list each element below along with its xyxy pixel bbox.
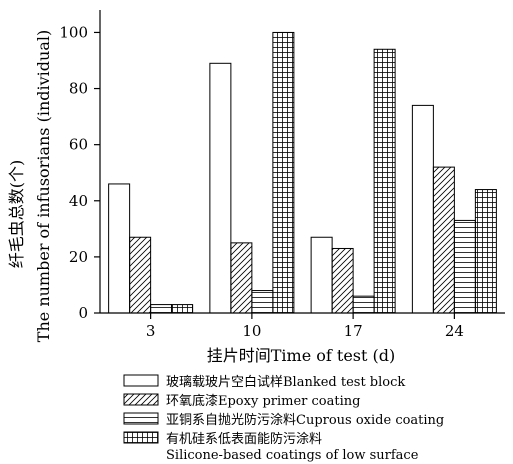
bar: [171, 304, 194, 314]
bar: [129, 236, 152, 314]
y-tick-label: 0: [78, 304, 88, 322]
y-axis-title-english: The number of infusorians (individual): [34, 30, 53, 342]
y-tick-label: 100: [59, 23, 88, 41]
legend-label: 有机硅系低表面能防污涂料: [166, 431, 322, 447]
y-tick-label: 80: [69, 80, 88, 98]
bar: [432, 166, 455, 314]
x-tick-label: 10: [242, 322, 261, 340]
legend-label: 环氧底漆Epoxy primer coating: [166, 393, 360, 409]
bar: [373, 48, 396, 314]
x-axis-ticks: 3 10 17 24: [146, 313, 464, 340]
x-tick-label: 3: [146, 322, 156, 340]
legend-label-line2: Silicone-based coatings of low surface: [166, 448, 419, 463]
bar: [411, 104, 434, 314]
legend-swatch: [123, 374, 159, 387]
x-tick-label: 24: [445, 322, 464, 340]
legend: 玻璃载玻片空白试样Blanked test block 环氧底漆Epoxy pri…: [123, 374, 444, 463]
bar: [474, 189, 497, 314]
legend-label: 亚铜系自抛光防污涂料Cuprous oxide coating: [166, 412, 444, 428]
bar: [108, 183, 131, 314]
bars: [108, 31, 497, 314]
bar: [230, 242, 253, 314]
bar: [310, 236, 333, 314]
y-axis-ticks: 0 20 40 60 80 100: [59, 23, 100, 322]
bar: [352, 295, 375, 314]
bar: [272, 31, 295, 314]
y-tick-label: 60: [69, 136, 88, 154]
bar: [209, 62, 232, 314]
legend-swatch: [123, 393, 159, 406]
y-tick-label: 40: [69, 192, 88, 210]
legend-swatch: [123, 412, 159, 425]
bar: [150, 304, 173, 314]
y-axis-title-chinese: 纤毛虫总数(个): [7, 160, 26, 269]
legend-label: 玻璃载玻片空白试样Blanked test block: [166, 374, 405, 390]
bar: [251, 290, 274, 314]
x-tick-label: 17: [344, 322, 363, 340]
y-tick-label: 20: [69, 248, 88, 266]
x-axis-title: 挂片时间Time of test (d): [207, 346, 396, 365]
legend-swatch: [123, 431, 159, 444]
bar: [331, 247, 354, 314]
bar: [453, 219, 476, 314]
